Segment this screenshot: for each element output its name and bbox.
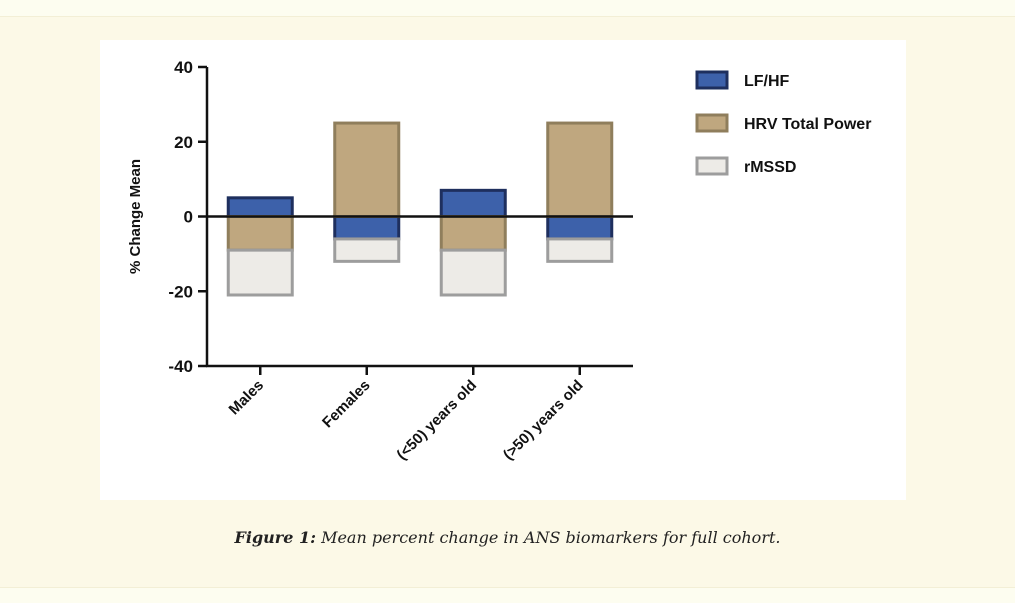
x-category-label-50-years-old: (>50) years old bbox=[500, 377, 587, 464]
bar-rmssd-females bbox=[333, 237, 401, 263]
bars-layer bbox=[226, 121, 614, 297]
bar-rmssd-males bbox=[226, 248, 294, 297]
y-tick-label: -40 bbox=[168, 357, 193, 376]
y-tick-label: 0 bbox=[184, 208, 193, 227]
bar-lf-hf-50-years-old bbox=[439, 188, 507, 218]
y-tick-label: 40 bbox=[174, 58, 193, 77]
legend: LF/HF HRV Total Power rMSSD bbox=[695, 70, 871, 176]
bar-lf-hf-males bbox=[226, 196, 294, 218]
bar-hrv-total-power-50-years-old bbox=[546, 121, 614, 218]
y-axis-title: % Change Mean bbox=[127, 159, 144, 274]
bar-lf-hf-females bbox=[333, 215, 401, 241]
bar-lf-hf-50-years-old bbox=[546, 215, 614, 241]
x-category-label-50-years-old: (<50) years old bbox=[393, 377, 480, 464]
legend-label-lf-hf: LF/HF bbox=[744, 73, 790, 90]
x-category-label-females: Females bbox=[319, 377, 373, 431]
chart-panel: 40 20 0 -20 -40 Males Females (<50) years old (>… bbox=[100, 40, 906, 500]
bar-chart: 40 20 0 -20 -40 Males Females (<50) years old (>… bbox=[127, 58, 871, 464]
legend-swatch-rmssd bbox=[695, 156, 729, 176]
caption-text: Mean percent change in ANS biomarkers fo… bbox=[321, 528, 781, 547]
y-tick-label: -20 bbox=[168, 282, 193, 301]
x-category-label-males: Males bbox=[226, 377, 268, 419]
figure-caption: Figure 1: Mean percent change in ANS bio… bbox=[0, 528, 1015, 547]
bar-rmssd-50-years-old bbox=[439, 248, 507, 297]
legend-label-hrv-total-power: HRV Total Power bbox=[744, 116, 871, 133]
y-tick-label: 20 bbox=[174, 133, 193, 152]
legend-label-rmssd: rMSSD bbox=[744, 159, 796, 176]
caption-label: Figure 1: bbox=[234, 528, 316, 547]
bar-hrv-total-power-males bbox=[226, 215, 294, 252]
bar-hrv-total-power-females bbox=[333, 121, 401, 218]
legend-swatch-hrv-total-power bbox=[695, 113, 729, 133]
legend-swatch-lf-hf bbox=[695, 70, 729, 90]
bar-hrv-total-power-50-years-old bbox=[439, 215, 507, 252]
bar-rmssd-50-years-old bbox=[546, 237, 614, 263]
